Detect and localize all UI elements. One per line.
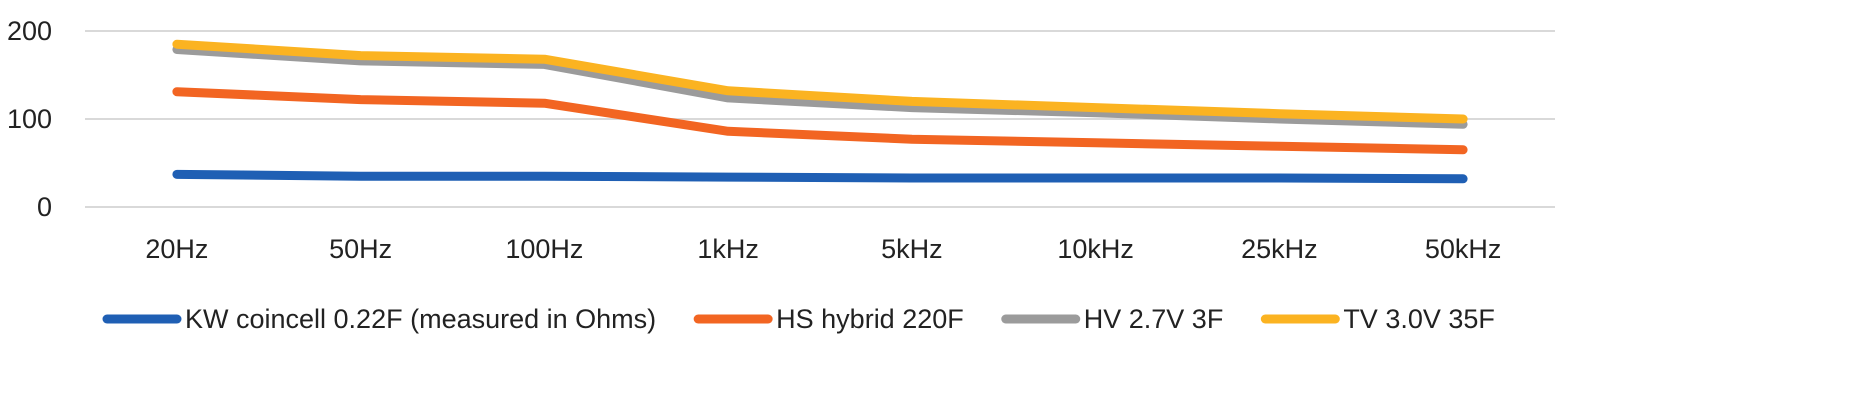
series-line-3 <box>172 39 1468 124</box>
y-tick-label: 100 <box>7 104 52 134</box>
x-tick-label: 50Hz <box>329 234 392 264</box>
x-tick-label: 50kHz <box>1425 234 1502 264</box>
x-tick-label: 100Hz <box>505 234 583 264</box>
legend-label: KW coincell 0.22F (measured in Ohms) <box>185 304 656 334</box>
x-tick-label: 1kHz <box>697 234 759 264</box>
legend-item-3: TV 3.0V 35F <box>1260 304 1495 334</box>
x-axis: 20Hz 50Hz 100Hz 1kHz 5kHz 10kHz 25kHz 50kHz <box>145 234 1501 264</box>
x-tick-label: 25kHz <box>1241 234 1318 264</box>
legend-item-1: HS hybrid 220F <box>693 304 964 334</box>
legend-item-0: KW coincell 0.22F (measured in Ohms) <box>102 304 656 334</box>
legend-item-2: HV 2.7V 3F <box>1001 304 1224 334</box>
x-tick-label: 10kHz <box>1057 234 1134 264</box>
y-tick-label: 200 <box>7 16 52 46</box>
x-tick-label: 20Hz <box>145 234 208 264</box>
series-line-0 <box>172 169 1468 184</box>
legend-label: TV 3.0V 35F <box>1343 304 1495 334</box>
legend: KW coincell 0.22F (measured in Ohms) HS h… <box>102 304 1495 334</box>
series-line-1 <box>172 87 1468 155</box>
series-layer <box>172 39 1468 184</box>
legend-label: HS hybrid 220F <box>776 304 964 334</box>
legend-label: HV 2.7V 3F <box>1084 304 1224 334</box>
y-axis: 0 100 200 <box>7 16 52 222</box>
series-line-2 <box>172 45 1468 129</box>
y-tick-label: 0 <box>37 192 52 222</box>
x-tick-label: 5kHz <box>881 234 943 264</box>
